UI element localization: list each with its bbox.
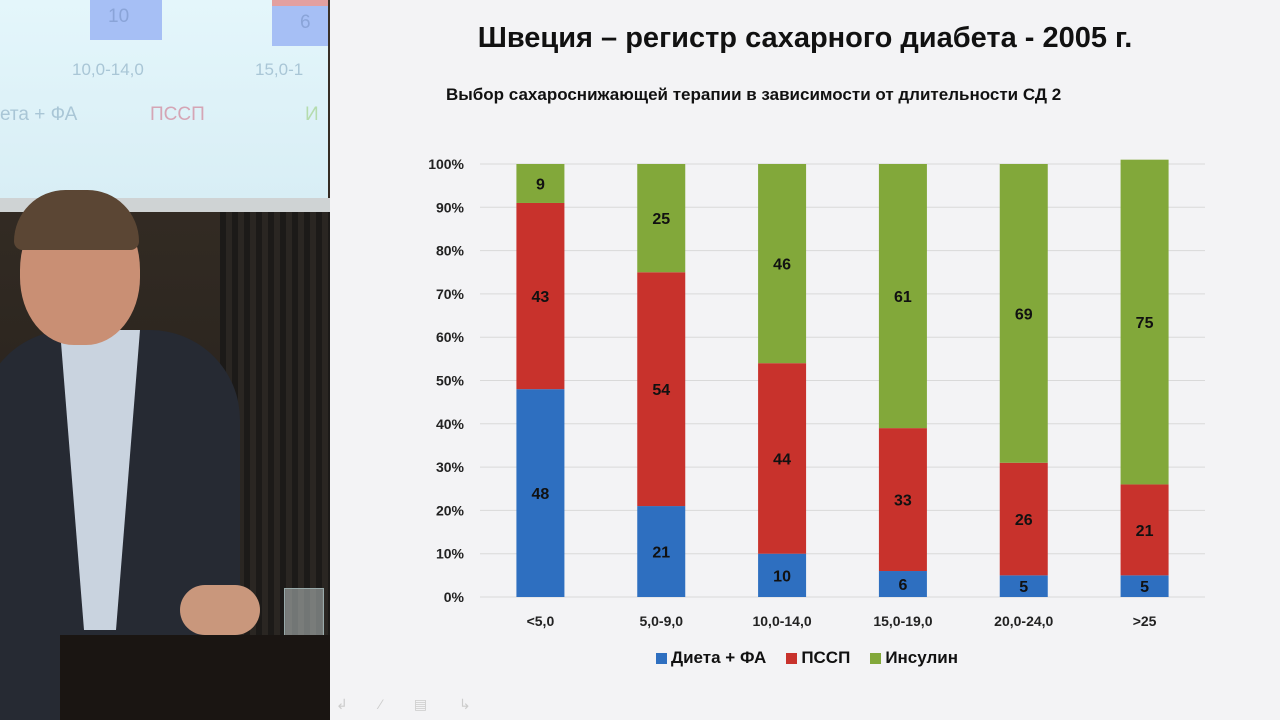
bar-segment — [999, 164, 1048, 463]
x-tick-label: 10,0-14,0 — [752, 613, 811, 629]
x-tick-label: 5,0-9,0 — [639, 613, 683, 629]
data-label: 5 — [1019, 579, 1028, 596]
x-tick-label: <5,0 — [527, 613, 555, 629]
y-tick-label: 20% — [436, 502, 465, 518]
data-label: 75 — [1136, 315, 1154, 332]
podium — [60, 635, 330, 720]
y-tick-label: 30% — [436, 459, 465, 475]
data-label: 44 — [773, 451, 791, 468]
legend-label: Диета + ФА — [671, 648, 767, 667]
stacked-bar-chart: 0% 10% 20% 30% 40% 50% 60% 70% 80% 90% 100% 48 43 9 <5… — [428, 156, 1205, 629]
water-glass — [284, 588, 324, 636]
speaker-hair — [14, 190, 139, 250]
y-tick-label: 70% — [436, 286, 465, 302]
x-tick-label: >25 — [1133, 613, 1157, 629]
y-tick-label: 10% — [436, 546, 465, 562]
data-label: 21 — [1136, 523, 1154, 540]
legend-item: Инсулин — [870, 648, 958, 668]
bar-segment — [758, 363, 807, 554]
bar-segment — [1120, 575, 1169, 597]
bar-segment — [1120, 159, 1169, 485]
data-label: 69 — [1015, 306, 1033, 323]
y-tick-label: 80% — [436, 243, 465, 259]
data-label: 33 — [894, 493, 912, 510]
y-tick-label: 40% — [436, 416, 465, 432]
y-tick-label: 90% — [436, 199, 465, 215]
data-label: 61 — [894, 289, 912, 306]
projection-screen: 10 6 10,0-14,0 15,0-1 ета + ФА ПССП И — [0, 0, 328, 200]
legend-label: Инсулин — [885, 648, 959, 667]
ghost-legend: И — [305, 104, 319, 125]
bar-segment — [637, 164, 686, 273]
data-label: 25 — [652, 211, 670, 228]
data-label: 10 — [773, 568, 791, 585]
bar-segment — [516, 389, 565, 597]
ghost-category: 15,0-1 — [255, 60, 304, 79]
bar-segment — [1120, 484, 1169, 576]
data-label: 48 — [532, 486, 550, 503]
ghost-category: 10,0-14,0 — [72, 60, 144, 79]
data-label: 21 — [652, 545, 670, 562]
legend-swatch — [786, 652, 798, 664]
speaker-hand — [180, 585, 260, 635]
bar-segment — [878, 164, 927, 429]
bar-segment — [878, 428, 927, 572]
legend-swatch — [656, 652, 667, 664]
data-label: 26 — [1015, 512, 1033, 529]
bar-segment — [637, 506, 686, 597]
bar-segment — [999, 575, 1048, 597]
speaker-photo: 10 6 10,0-14,0 15,0-1 ета + ФА ПССП И — [0, 0, 330, 720]
ghost-bar — [272, 0, 328, 46]
bar-segment — [999, 462, 1048, 576]
chart-title: Швеция – регистр сахарного диабета - 200… — [477, 22, 1133, 54]
data-label: 46 — [773, 257, 791, 274]
ghost-value: 6 — [300, 12, 311, 33]
bar-segment — [758, 553, 807, 597]
data-label: 43 — [532, 289, 550, 306]
y-tick-label: 50% — [436, 373, 465, 389]
legend-label: ПССП — [801, 648, 851, 667]
x-tick-label: 20,0-24,0 — [994, 613, 1053, 629]
data-label: 9 — [536, 176, 545, 193]
chart-subtitle: Выбор сахароснижающей терапии в зависимо… — [446, 85, 1062, 104]
legend-item: ПССП — [786, 648, 850, 668]
data-label: 54 — [652, 382, 670, 399]
bar-segment — [878, 571, 927, 597]
bar-segment — [758, 164, 807, 364]
data-label: 6 — [898, 577, 907, 594]
legend-swatch — [870, 652, 882, 664]
legend: Диета + ФА ПССП Инсулин — [656, 648, 958, 668]
data-label: 5 — [1140, 579, 1149, 596]
y-tick-label: 0% — [444, 589, 465, 605]
y-tick-label: 60% — [436, 329, 465, 345]
x-tick-label: 15,0-19,0 — [873, 613, 932, 629]
slide: Швеция – регистр сахарного диабета - 200… — [330, 0, 1280, 720]
legend-item: Диета + ФА — [656, 648, 766, 668]
bar-segment — [516, 202, 565, 390]
ghost-legend: ета + ФА — [0, 104, 78, 125]
y-tick-label: 100% — [428, 156, 464, 172]
slideshow-controls[interactable]: ↲ ⁄ ▤ ↳ — [336, 696, 485, 712]
bar-segment — [637, 272, 686, 507]
ghost-bar — [90, 0, 162, 40]
ghost-legend: ПССП — [150, 104, 205, 125]
bar-segment — [516, 164, 565, 203]
ghost-value: 10 — [108, 6, 130, 27]
